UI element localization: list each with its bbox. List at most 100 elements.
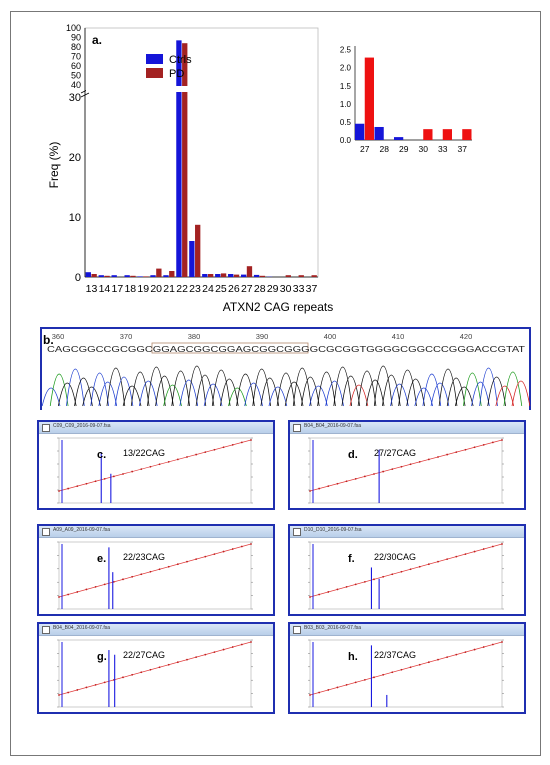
size-standard-point [204,653,207,656]
bar-ctrls-20 [150,275,156,277]
size-standard-point [195,453,198,456]
size-standard-point [85,482,88,485]
bar-ctrls-17 [111,275,117,277]
trace-peak-G [398,369,417,407]
y-tick-label: 80 [71,42,81,52]
trace-peak-A [463,372,482,407]
size-standard-point [195,656,198,659]
size-standard-point [131,470,134,473]
size-standard-point [231,548,234,550]
window-checkbox-icon[interactable] [42,424,50,432]
trace-peak-C [309,385,328,407]
trace-peak-C [390,383,409,407]
legend-swatch-ctrls [146,54,163,64]
file-name: C09_C09_2016-09-07.fsa [53,423,111,429]
trace-peak-G [487,376,506,407]
size-standard-point [501,439,503,441]
trace-peak-G [300,376,320,407]
size-standard-point [400,465,403,468]
size-standard-point [491,643,494,646]
trace-peak-G [187,365,207,407]
size-standard-point [318,593,321,596]
trace-peak-C [471,381,490,407]
genotype-label: 13/22CAG [123,448,165,458]
size-standard-point [158,568,161,571]
sequence-position-label: 360 [52,332,65,341]
y-tick-label: 0 [75,272,81,284]
size-standard-point [58,596,60,598]
size-standard-point [158,666,161,669]
inset-bar-pd-30 [423,129,433,140]
bar-ctrls-22 [176,40,182,277]
size-standard-point [482,646,485,648]
trace-peak-T [495,385,515,407]
size-standard-point [455,653,458,656]
bar-ctrls-28 [253,274,260,277]
size-standard-point [176,661,179,664]
size-standard-point [318,487,321,490]
x-tick-label: 24 [202,283,214,295]
bar-pd-18 [130,275,136,277]
trace-peak-C [479,367,498,407]
trace-peak-C [114,376,134,407]
y-tick-label: 70 [71,52,81,62]
trace-peak-A [503,371,523,407]
window-checkbox-icon[interactable] [293,626,301,634]
bar-ctrls-27 [240,274,247,277]
size-standard-point [213,651,216,653]
legend-label-ctrls: Ctrls [169,54,192,66]
trace-peak-G [122,385,142,407]
size-standard-point [250,439,252,441]
size-standard-line [309,543,503,598]
size-standard-point [167,565,170,568]
electropherogram-e: A09_A09_2016-09-07.fsa e. 22/23CAG [37,524,275,616]
trace-peak-G [373,365,393,407]
bar-pd-26 [233,274,240,277]
size-standard-point [446,453,449,456]
inset-y-tick-label: 2.5 [340,46,352,55]
size-standard-point [363,475,366,478]
plot-area [58,541,252,610]
window-checkbox-icon[interactable] [42,626,50,634]
size-standard-point [67,487,70,490]
electropherogram-g: B04_B04_2016-09-07.fsa g. 22/27CAG [37,622,275,714]
size-standard-point [354,477,357,480]
size-standard-point [186,560,188,563]
size-standard-point [354,681,357,684]
trace-peak-A [49,373,69,407]
size-standard-point [501,641,503,643]
size-standard-point [131,673,134,676]
inset-y-tick-label: 0.5 [340,118,352,127]
y-tick-label: 20 [69,152,81,164]
trace-peak-C [422,373,442,407]
size-standard-point [373,578,375,581]
size-standard-point [309,694,311,696]
window-checkbox-icon[interactable] [293,424,301,432]
sequence-position-label: 390 [256,332,269,341]
size-standard-point [345,586,348,588]
size-standard-point [427,661,430,664]
window-checkbox-icon[interactable] [42,528,50,536]
x-tick-label: 27 [241,283,253,295]
trace-peak-G [82,386,101,407]
size-standard-point [186,456,188,458]
window-checkbox-icon[interactable] [293,528,301,536]
size-standard-point [373,676,375,679]
inset-x-tick-label: 29 [399,144,409,154]
size-standard-point [363,580,366,583]
size-standard-point [437,658,439,661]
highlight-box [151,342,309,354]
panel-label: e. [97,553,106,565]
genotype-label: 22/23CAG [123,552,165,562]
size-standard-point [391,468,394,471]
trace-peak-G [252,368,272,407]
inset-y-tick-label: 1.0 [340,100,352,109]
trace-peak-G [106,367,126,407]
size-standard-point [427,458,430,461]
electropherogram-plot: h. 22/37CAG [308,639,504,708]
size-standard-point [222,550,225,553]
size-standard-point [112,475,115,478]
y-tick-label: 30 [69,92,81,104]
bar-ctrls-21 [163,275,169,277]
